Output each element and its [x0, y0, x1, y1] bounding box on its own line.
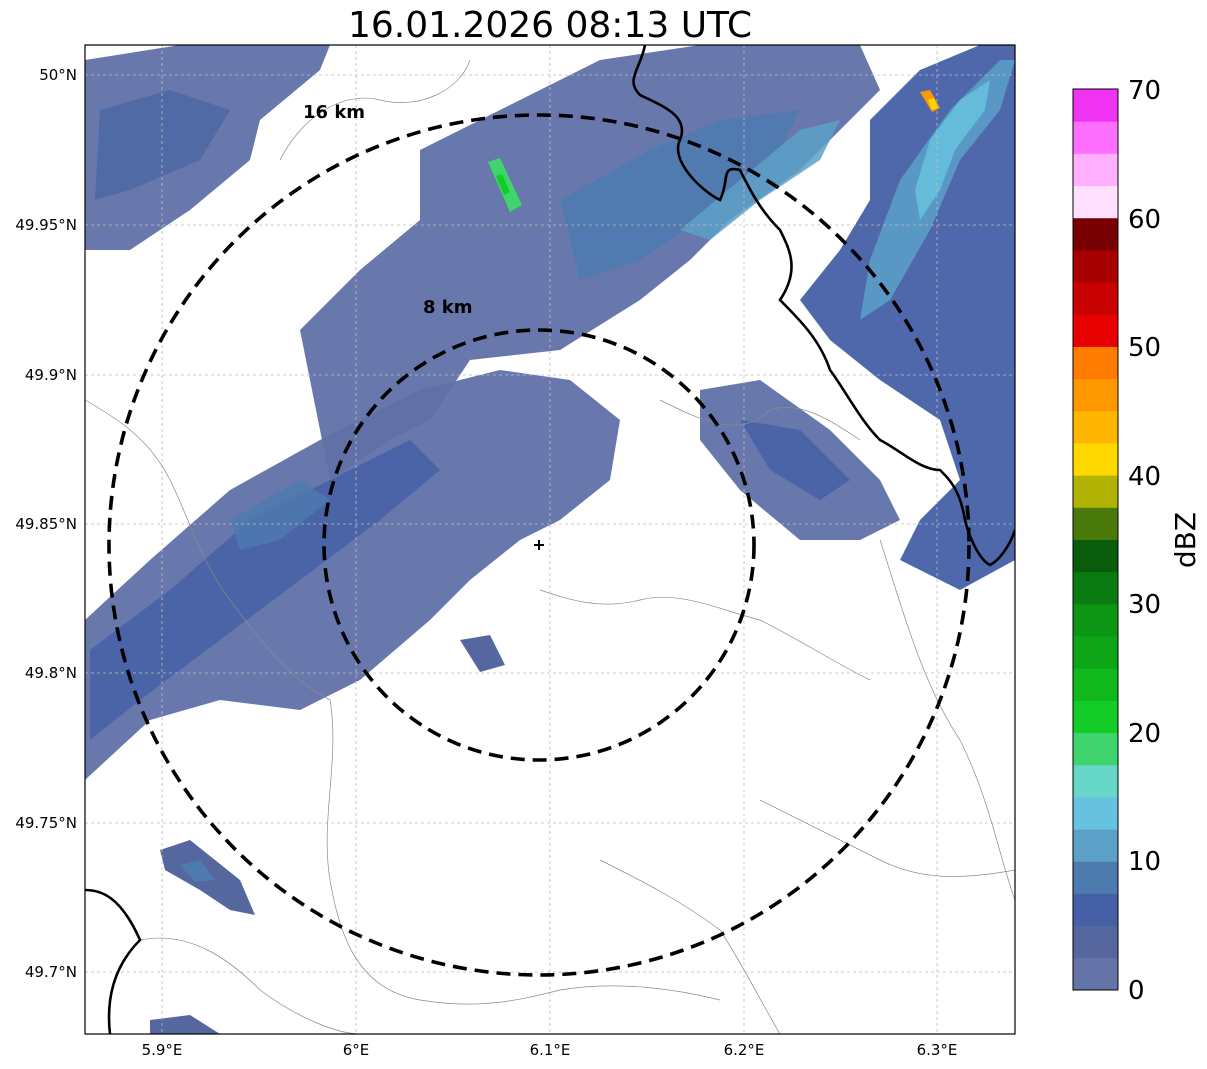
echo-band-north-core: [560, 110, 800, 280]
colorbar-segment: [1073, 636, 1118, 669]
colorbar-segment: [1073, 121, 1118, 154]
lon-tick: 6.2°E: [724, 1041, 765, 1059]
colorbar-segment: [1073, 346, 1118, 380]
colorbar-segment: [1073, 249, 1118, 283]
map-frame: [84, 44, 1016, 1035]
colorbar-segment: [1073, 217, 1118, 251]
lat-tick: 49.9°N: [25, 366, 77, 384]
echo-yellow-cell: [928, 98, 938, 110]
lat-tick: 49.85°N: [15, 515, 77, 533]
echo-green-core: [496, 174, 510, 195]
colorbar-tick: 0: [1128, 976, 1145, 1006]
lon-tick: 6.3°E: [917, 1041, 958, 1059]
radar-site-marker: [534, 540, 544, 550]
echo-cell-southwest-tiny: [150, 1015, 220, 1034]
colorbar-segment: [1073, 732, 1118, 766]
colorbar-tick: 70: [1128, 76, 1161, 106]
colorbar-tick: 60: [1128, 205, 1161, 235]
colorbar-segment: [1073, 410, 1118, 444]
latitude-labels: 50°N 49.95°N 49.9°N 49.85°N 49.8°N 49.75…: [15, 66, 77, 981]
colorbar-segment: [1073, 700, 1118, 734]
range-ring-8km-label: 8 km: [423, 297, 473, 318]
colorbar-segment: [1073, 571, 1118, 605]
colorbar-segment: [1073, 893, 1118, 927]
lat-tick: 49.8°N: [25, 664, 77, 682]
range-ring-8km: [322, 328, 756, 762]
colorbar-segment: [1073, 764, 1118, 798]
colorbar-ticks: 0 10 20 30 40 50 60 70: [1128, 76, 1161, 1006]
colorbar-segment: [1073, 539, 1118, 573]
echo-band-southwest: [85, 370, 620, 780]
colorbar-tick: 40: [1128, 462, 1161, 492]
echo-band-northeast-bright: [915, 80, 990, 220]
colorbar-frame: [1072, 88, 1119, 991]
echo-cell-center-tiny: [460, 635, 505, 672]
colorbar-segment: [1073, 829, 1118, 862]
graticule: [85, 45, 1015, 1034]
lat-tick: 49.7°N: [25, 963, 77, 981]
map-title: 16.01.2026 08:13 UTC: [347, 5, 753, 46]
range-ring-16km: [107, 113, 971, 977]
colorbar-tick: 10: [1128, 847, 1161, 877]
colorbar-segment: [1073, 603, 1118, 637]
colorbar-segment: [1073, 957, 1118, 991]
colorbar-segment: [1073, 861, 1118, 894]
regional-boundaries: [85, 59, 1015, 1034]
echo-band-north-light: [680, 120, 840, 240]
echo-band-east-core: [740, 420, 850, 500]
colorbar-segment: [1073, 282, 1118, 315]
colorbar-segment: [1073, 475, 1118, 508]
lon-tick: 6.1°E: [530, 1041, 571, 1059]
echo-cell-south-light: [180, 860, 215, 882]
colorbar-segment: [1073, 507, 1118, 540]
colorbar-segment: [1073, 796, 1118, 830]
radar-echoes: [85, 45, 1015, 1034]
colorbar-segment: [1073, 89, 1118, 122]
lon-tick: 5.9°E: [142, 1041, 183, 1059]
colorbar-tick: 20: [1128, 719, 1161, 749]
range-rings: [107, 113, 971, 977]
echo-band-southwest-light: [230, 480, 330, 550]
colorbar-tick: 50: [1128, 333, 1161, 363]
echo-band-southwest-core: [90, 440, 440, 740]
lon-tick: 6°E: [343, 1041, 370, 1059]
lat-tick: 50°N: [39, 66, 77, 84]
colorbar-label: dBZ: [1169, 512, 1202, 568]
colorbar-tick: 30: [1128, 590, 1161, 620]
colorbar-segment: [1073, 668, 1118, 701]
colorbar-segment: [1073, 925, 1118, 959]
lat-tick: 49.75°N: [15, 814, 77, 832]
colorbar: [1073, 89, 1118, 991]
lat-tick: 49.95°N: [15, 216, 77, 234]
colorbar-segment: [1073, 378, 1118, 412]
echo-band-northeast: [800, 45, 1015, 590]
echo-band-northwest-core: [95, 90, 230, 200]
colorbar-segment: [1073, 185, 1118, 219]
range-ring-16km-label: 16 km: [303, 102, 365, 123]
colorbar-segment: [1073, 314, 1118, 347]
colorbar-segment: [1073, 153, 1118, 187]
longitude-labels: 5.9°E 6°E 6.1°E 6.2°E 6.3°E: [142, 1041, 958, 1059]
colorbar-segment: [1073, 442, 1118, 476]
